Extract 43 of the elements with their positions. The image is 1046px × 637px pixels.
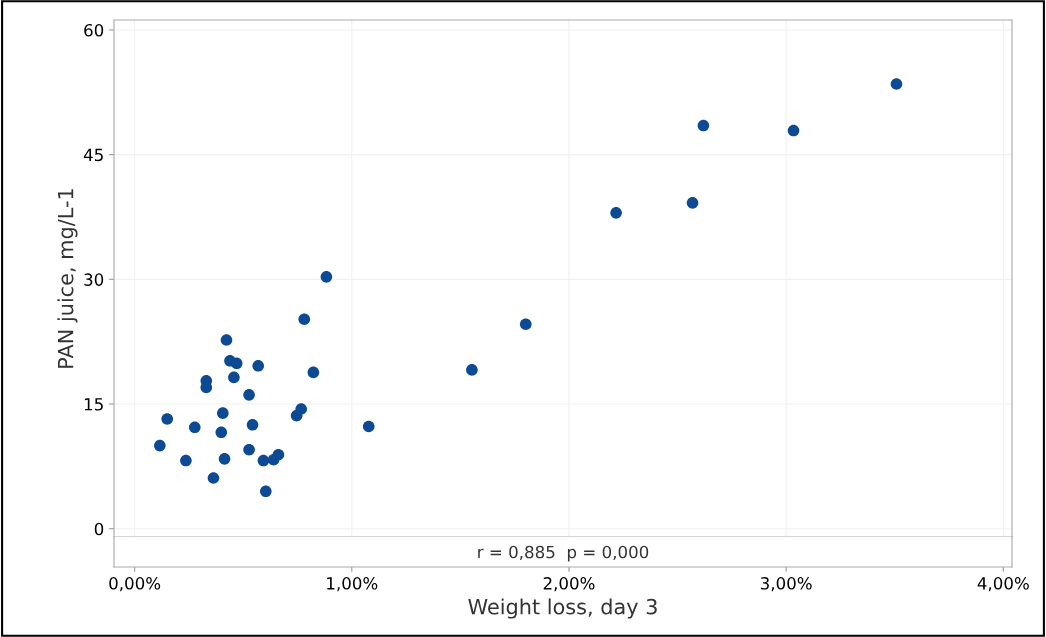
x-axis-title: Weight loss, day 3 <box>468 598 657 619</box>
point <box>218 453 231 465</box>
point <box>610 207 622 219</box>
y-tick-label: 60 <box>84 23 104 37</box>
point <box>188 421 201 434</box>
point <box>257 454 270 467</box>
point <box>243 443 255 456</box>
y-tick-label: 45 <box>83 148 103 162</box>
point <box>154 439 166 452</box>
point <box>220 334 233 346</box>
point <box>890 78 903 90</box>
point <box>215 426 228 439</box>
point <box>686 197 699 209</box>
y-tick-label: 30 <box>84 273 104 286</box>
point <box>230 357 243 370</box>
point <box>228 371 240 384</box>
point <box>290 409 303 422</box>
point <box>161 413 174 425</box>
point <box>466 364 478 376</box>
x-tick-label: 0,00% <box>109 577 161 592</box>
y-tick-label: 0 <box>94 522 104 536</box>
y-tick-label: 15 <box>84 398 103 411</box>
point <box>207 472 220 484</box>
point <box>252 359 265 372</box>
point <box>362 420 375 433</box>
x-tick-label: 1,00% <box>327 577 378 592</box>
point <box>320 271 333 283</box>
point <box>519 318 532 331</box>
point <box>697 119 710 132</box>
x-tick-label: 2,00% <box>543 577 595 592</box>
x-tick-label: 3,00% <box>760 577 812 592</box>
point <box>787 124 800 137</box>
x-tick-label: 4,00% <box>977 577 1029 592</box>
y-axis-title: PAN juice, mg/L-1 <box>57 189 78 368</box>
point <box>259 485 272 498</box>
point <box>180 454 192 467</box>
point <box>298 313 311 326</box>
text: r = 0,885 p = 0,000 <box>478 545 649 562</box>
point <box>243 389 255 401</box>
point <box>246 418 259 431</box>
point <box>216 407 229 419</box>
point <box>267 453 280 466</box>
point <box>307 366 320 379</box>
